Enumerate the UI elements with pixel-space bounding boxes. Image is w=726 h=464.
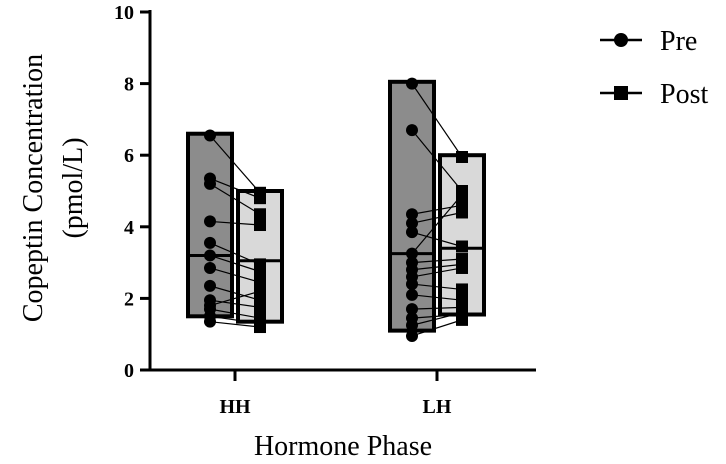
legend-square-marker [614,86,628,100]
post-point [456,240,468,253]
pair-line [411,231,463,248]
pair-line [209,285,261,301]
y-axis-label-line2: (pmol/L) [58,137,89,238]
pair-line [411,129,463,192]
legend-label: Post [660,79,708,110]
pair-line [411,194,463,255]
pre-point [406,278,418,291]
post-point [254,321,266,334]
y-tick-label: 6 [124,145,134,167]
pair-line [411,267,463,278]
pair-line [209,267,261,283]
pre-point [204,236,216,249]
y-tick-label: 10 [114,2,134,24]
post-point [254,219,266,232]
pair-line [411,204,463,215]
pre-point [406,208,418,221]
x-axis-label: Hormone Phase [254,431,432,462]
pre-point [204,315,216,328]
pair-line [411,319,463,337]
legend: Pre Post [600,26,708,110]
pair-line [209,308,261,319]
pre-point [204,261,216,274]
pair-line [411,258,463,264]
pair-line [411,263,463,271]
plot-area [186,77,486,342]
post-point [254,285,266,298]
pair-line [209,315,261,325]
y-tick-label: 2 [124,288,134,310]
pre-point [406,124,418,137]
pre-point [406,217,418,230]
y-tick-label: 8 [124,74,134,96]
post-point [456,188,468,201]
pair-line [411,294,463,301]
pre-point [204,215,216,228]
pair-line [411,312,463,326]
pair-line [411,283,463,291]
pair-line [209,299,261,308]
post-point [456,150,468,163]
pair-line [411,211,463,224]
post-point [254,301,266,314]
pair-line [209,242,261,265]
x-tick-label: HH [219,396,251,418]
y-tick-label: 4 [124,217,134,239]
post-point [456,261,468,274]
pre-point [406,303,418,316]
post-point [456,313,468,326]
pair-line [209,135,261,194]
legend-circle-marker [614,33,628,47]
pair-line [209,183,261,215]
pair-line [209,177,261,199]
post-point [456,283,468,296]
axes: 0 2 4 6 8 10 HH LH [114,2,536,418]
pre-point [204,279,216,292]
x-tick-label: LH [423,396,452,418]
pre-point [406,77,418,90]
y-tick-label: 0 [124,360,134,382]
pre-point [204,249,216,262]
post-point [254,208,266,221]
pre-point [204,177,216,190]
pair-line [209,290,261,307]
post-point [254,192,266,205]
legend-label: Pre [660,26,697,57]
y-axis-label-line1: Copeptin Concentration [18,54,49,322]
pair-line [411,306,463,310]
pre-point [406,226,418,239]
pair-line [411,83,463,158]
pre-point [204,129,216,142]
post-point [254,265,266,278]
pre-point [406,329,418,342]
post-point [456,206,468,219]
pair-line [209,254,261,273]
pre-point [406,247,418,260]
pair-line [209,321,261,328]
pre-point [406,319,418,332]
pair-line [209,220,261,226]
pre-point [406,288,418,301]
